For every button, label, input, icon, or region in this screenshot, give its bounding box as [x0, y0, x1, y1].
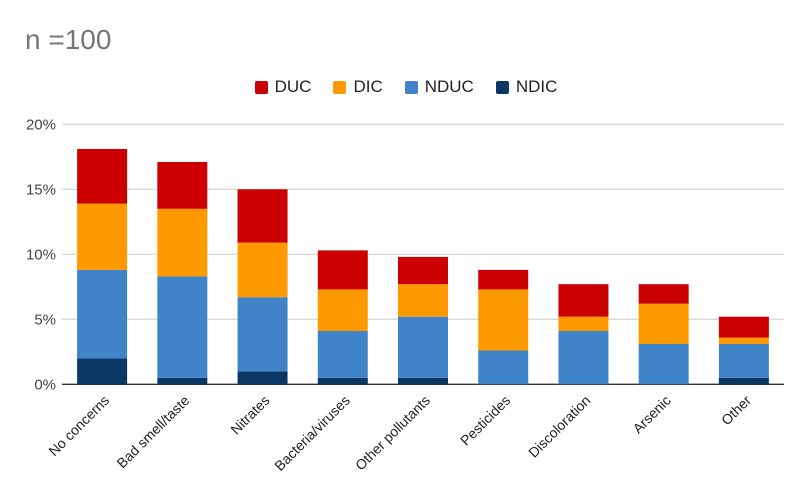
bar-segment-nduc [317, 331, 368, 378]
bar-segment-dic [558, 316, 609, 331]
bar-segment-duc [398, 256, 448, 285]
y-tick-label: 15% [26, 181, 56, 198]
chart-title: n =100 [25, 24, 112, 55]
y-tick-label: 5% [34, 311, 56, 328]
legend-label: NDUC [424, 77, 474, 96]
bar-segment-dic [638, 303, 689, 344]
bar-segment-dic [478, 289, 529, 351]
legend-item-duc: DUC [254, 77, 312, 97]
bar-segment-nduc [478, 350, 529, 385]
bar-segment-ndic [317, 377, 368, 385]
legend-swatch [254, 80, 268, 94]
bar-segment-duc [157, 162, 208, 209]
bar-segment-dic [237, 242, 288, 298]
bar-segment-ndic [237, 371, 288, 385]
bar-segment-nduc [157, 276, 208, 378]
legend-swatch [333, 80, 347, 94]
x-tick-label: No concerns [45, 392, 112, 459]
legend-swatch [404, 80, 418, 94]
x-tick-label: Bacteria/viruses [271, 392, 353, 474]
bar-segment-dic [317, 289, 368, 331]
x-tick-label: Other [718, 392, 754, 428]
legend-item-dic: DIC [333, 77, 383, 97]
bar-segment-dic [398, 284, 448, 317]
bar-segment-ndic [718, 377, 769, 385]
x-tick-label: Arsenic [629, 392, 673, 436]
bar-segment-dic [718, 337, 769, 344]
legend-label: DIC [353, 77, 383, 96]
bar-segment-duc [478, 269, 529, 290]
bar-segment-nduc [398, 316, 448, 378]
y-tick-label: 10% [26, 246, 56, 263]
bar-segment-ndic [77, 358, 128, 385]
legend-label: DUC [274, 77, 312, 96]
x-tick-label: Pesticides [457, 392, 513, 448]
x-tick-label: Bad smell/taste [113, 392, 192, 471]
bar-segment-duc [718, 316, 769, 338]
bar-segment-nduc [558, 331, 609, 385]
x-tick-label: Other pollutants [352, 392, 433, 473]
legend: DUC DIC NDUC NDIC [0, 77, 812, 97]
bar-segment-duc [237, 189, 288, 243]
bar-segment-duc [638, 284, 689, 304]
bar-segment-ndic [398, 377, 448, 385]
bar-segment-nduc [77, 269, 128, 359]
bar-segment-nduc [638, 344, 689, 385]
x-tick-label: Nitrates [227, 392, 272, 437]
bar-segment-duc [77, 149, 128, 204]
bar-segment-dic [77, 203, 128, 270]
legend-item-nduc: NDUC [404, 77, 474, 97]
bar-segment-duc [317, 250, 368, 290]
bar-segment-nduc [237, 297, 288, 372]
legend-label: NDIC [515, 77, 558, 96]
y-tick-label: 0% [34, 376, 56, 393]
legend-swatch [495, 80, 509, 94]
bar-segment-dic [157, 208, 208, 277]
y-tick-label: 20% [26, 116, 56, 133]
bar-segment-duc [558, 284, 609, 317]
x-tick-label: Discoloration [525, 392, 594, 461]
legend-item-ndic: NDIC [495, 77, 558, 97]
bar-segment-ndic [157, 377, 208, 385]
bar-segment-nduc [718, 344, 769, 378]
